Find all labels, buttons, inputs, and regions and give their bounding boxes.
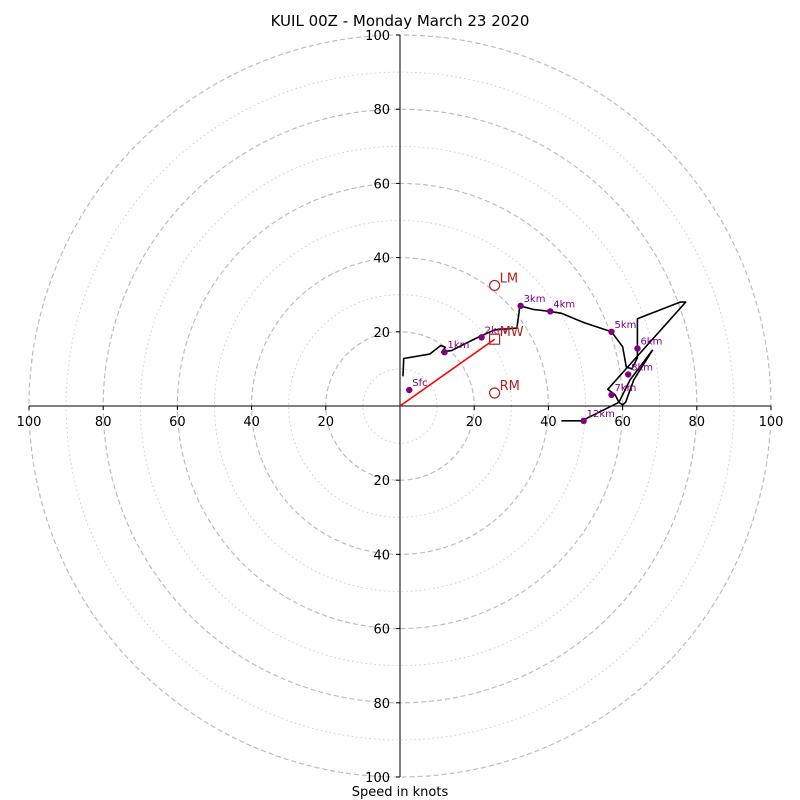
x-tick-label: 20 — [318, 415, 335, 430]
x-tick-label: 60 — [614, 415, 631, 430]
hodograph-trace — [402, 301, 687, 422]
height-marker-5km — [608, 328, 615, 335]
x-tick-label: 40 — [243, 415, 260, 430]
storm-label-mw: MW — [500, 325, 524, 340]
tick-labels: 100 80 60 40 20 20 40 60 80 100 100 80 60 40 20 20 40 60 8… — [17, 29, 784, 786]
x-tick-label: 20 — [466, 415, 483, 430]
height-label-7km: 7km — [614, 383, 636, 394]
x-tick-label: 100 — [759, 415, 784, 430]
height-marker-1km — [441, 349, 448, 356]
x-tick-label: 60 — [169, 415, 186, 430]
height-marker-3km — [517, 302, 524, 310]
storm-label-rm: RM — [500, 379, 520, 394]
y-tick-label: 60 — [373, 623, 390, 638]
y-tick-label: 80 — [373, 103, 390, 118]
height-label-6km: 6km — [640, 336, 662, 347]
storm-marker-lm — [489, 279, 501, 292]
height-markers: Sfc 1km 2km 3km 4km 5km 6km 8km 7km 12km — [406, 294, 662, 425]
y-tick-label: 60 — [373, 177, 390, 192]
x-tick-label: 80 — [689, 415, 706, 430]
height-marker-6km — [634, 345, 641, 352]
x-axis-label: Speed in knots — [352, 785, 449, 800]
height-marker-8km — [624, 371, 632, 378]
height-label-1km: 1km — [448, 340, 470, 351]
height-marker-sfc — [406, 386, 413, 394]
y-tick-label: 20 — [373, 474, 390, 489]
hodograph-trace-group — [399, 301, 687, 422]
mean-wind-vector — [399, 338, 496, 407]
height-marker-4km — [547, 308, 554, 315]
height-marker-12km — [580, 417, 587, 425]
height-label-3km: 3km — [524, 294, 546, 305]
y-tick-label: 20 — [373, 326, 390, 341]
y-tick-label: 100 — [365, 771, 390, 786]
height-label-sfc: Sfc — [412, 378, 427, 389]
height-label-8km: 8km — [631, 362, 653, 373]
y-tick-label: 80 — [373, 697, 390, 712]
height-marker-7km — [608, 391, 615, 399]
height-label-12km: 12km — [587, 409, 615, 420]
x-tick-label: 80 — [95, 415, 112, 430]
storm-marker-mw — [489, 333, 501, 345]
chart-title: KUIL 00Z - Monday March 23 2020 — [271, 12, 530, 30]
y-tick-label: 40 — [373, 252, 390, 267]
height-label-4km: 4km — [553, 299, 575, 310]
storm-marker-rm — [489, 387, 501, 399]
storm-motion-markers: LM MW RM — [489, 271, 524, 399]
x-tick-label: 40 — [540, 415, 557, 430]
y-tick-label: 100 — [365, 29, 390, 44]
height-marker-2km — [478, 334, 485, 341]
height-label-5km: 5km — [614, 320, 636, 331]
y-tick-label: 40 — [373, 548, 390, 563]
storm-label-lm: LM — [500, 271, 518, 286]
x-tick-label: 100 — [17, 415, 42, 430]
height-label-2km: 2km — [485, 325, 507, 336]
